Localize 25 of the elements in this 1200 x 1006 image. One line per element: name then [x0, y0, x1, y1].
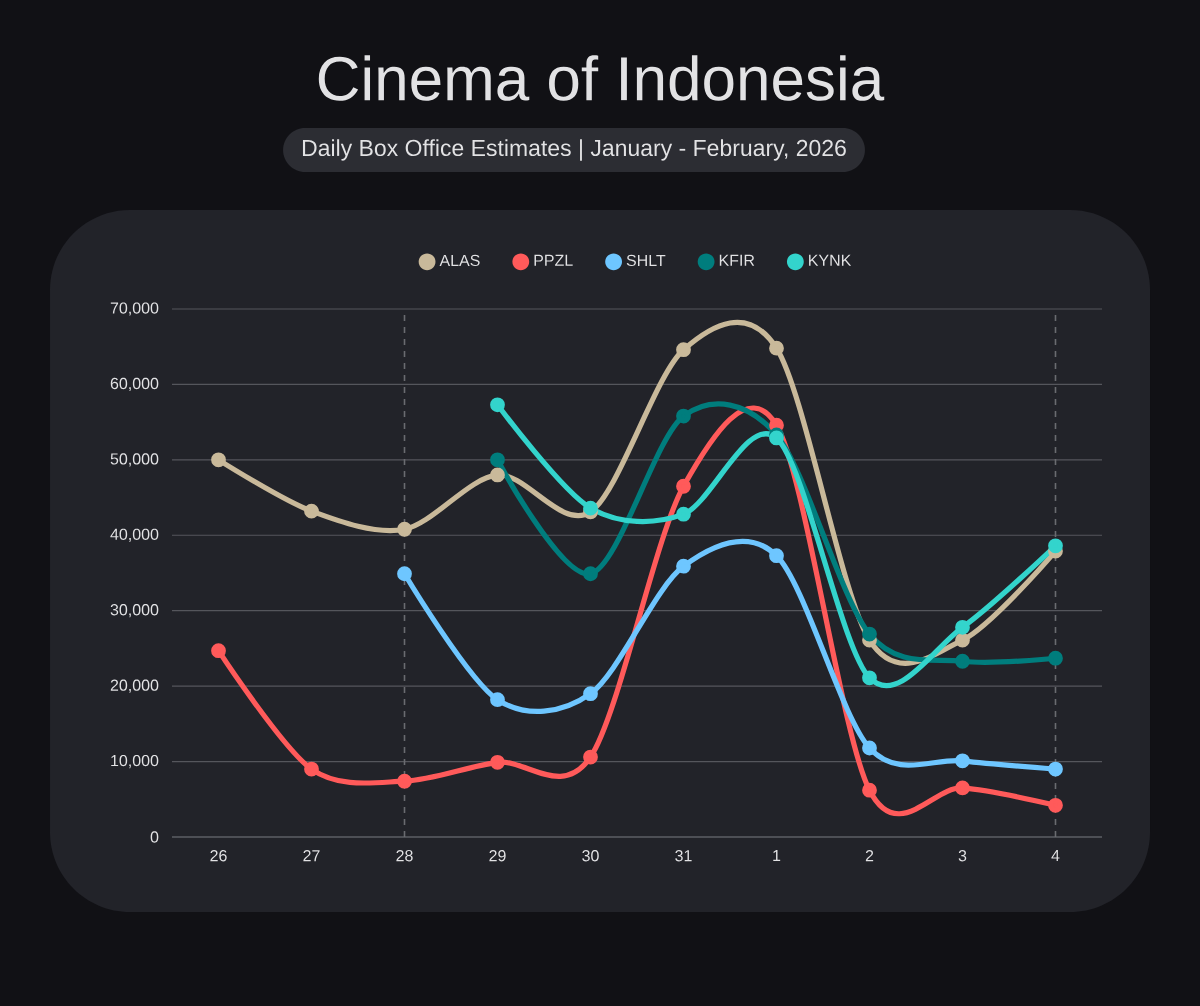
x-tick-label: 31	[675, 850, 692, 862]
y-tick-label: 70,000	[110, 302, 159, 316]
x-tick-label: 27	[303, 850, 320, 862]
legend-label: ALAS	[439, 254, 480, 267]
legend-label: SHLT	[626, 254, 666, 267]
y-tick-label: 40,000	[110, 528, 159, 542]
x-tick-label: 28	[396, 850, 413, 862]
chart-subtitle: Daily Box Office Estimates | January - February, 2026	[302, 139, 846, 161]
x-tick-label: 1	[773, 850, 781, 862]
chart-title: Cinema of Indonesia	[318, 55, 885, 101]
y-tick-label: 30,000	[110, 604, 159, 618]
x-tick-label: 30	[582, 850, 599, 862]
x-tick-label: 29	[489, 850, 506, 862]
x-tick-label: 26	[210, 850, 227, 862]
legend-label: KFIR	[719, 254, 755, 266]
y-tick-label: 60,000	[110, 377, 159, 392]
y-tick-label: 20,000	[110, 679, 159, 693]
x-tick-label: 3	[958, 850, 967, 862]
x-tick-label: 2	[865, 850, 874, 862]
y-tick-label: 10,000	[111, 754, 159, 769]
y-tick-label: 50,000	[110, 453, 159, 467]
x-tick-label: 4	[1051, 850, 1060, 862]
legend-label: KYNK	[809, 254, 852, 266]
legend-label: PPZL	[534, 254, 573, 266]
y-tick-label: 0	[150, 831, 159, 843]
